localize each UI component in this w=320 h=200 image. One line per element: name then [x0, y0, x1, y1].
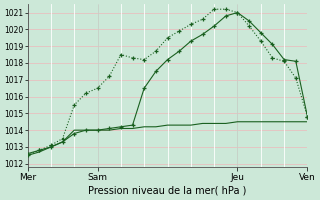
X-axis label: Pression niveau de la mer( hPa ): Pression niveau de la mer( hPa ): [88, 186, 247, 196]
